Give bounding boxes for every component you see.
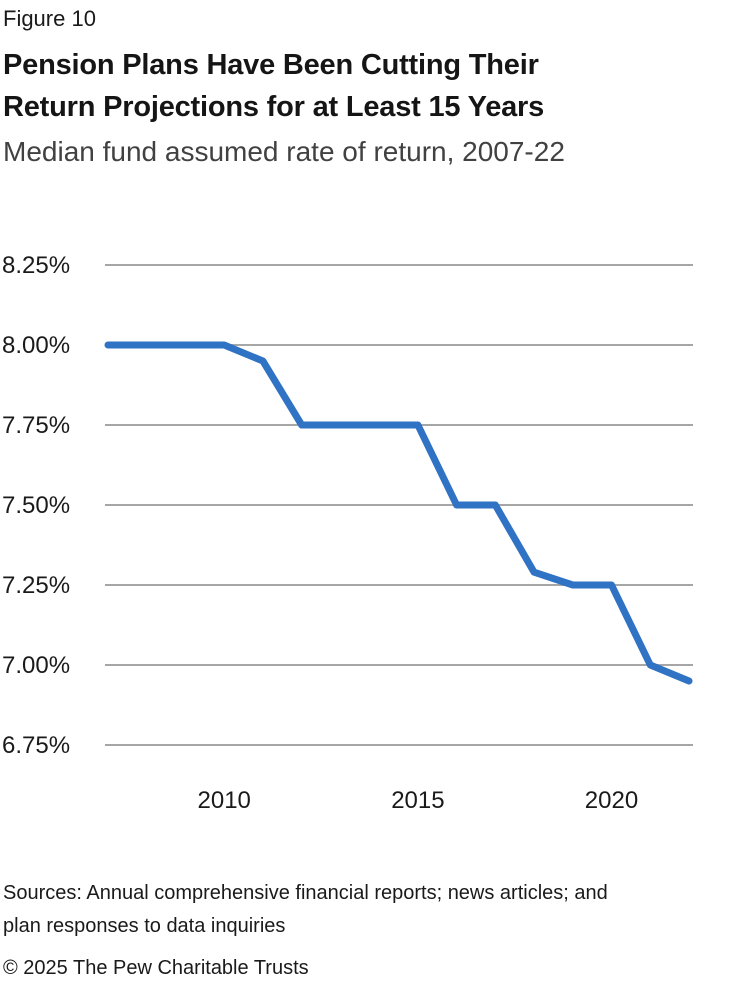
y-axis-tick-label: 7.75% <box>2 412 70 439</box>
x-axis-tick-label: 2010 <box>198 787 251 814</box>
chart-title-line-2: Return Projections for at Least 15 Years <box>3 91 545 123</box>
chart-title-line-1: Pension Plans Have Been Cutting Their <box>3 49 539 81</box>
data-line <box>104 341 693 685</box>
y-axis-tick-label: 7.25% <box>2 572 70 599</box>
chart-title: Pension Plans Have Been Cutting Their Ret… <box>3 44 703 128</box>
y-axis-tick-label: 7.50% <box>2 492 70 519</box>
sources-note: Sources: Annual comprehensive financial … <box>3 877 717 943</box>
x-axis-tick-label: 2020 <box>585 787 638 814</box>
line-chart: 8.25% 8.00% 7.75% 7.50% 7.25% 7.00% 6.75% 2010 2… <box>2 252 693 814</box>
sources-line-1: Sources: Annual comprehensive financial … <box>3 882 608 904</box>
sources-line-2: plan responses to data inquiries <box>3 915 286 937</box>
chart-subtitle: Median fund assumed rate of return, 2007… <box>3 136 565 167</box>
figure-label: Figure 10 <box>3 6 96 31</box>
y-axis-tick-label: 6.75% <box>2 732 70 759</box>
copyright-note: © 2025 The Pew Charitable Trusts <box>3 957 309 979</box>
y-axis-tick-label: 8.00% <box>2 332 70 359</box>
x-axis-tick-label: 2015 <box>391 787 444 814</box>
y-axis-tick-label: 7.00% <box>2 652 70 679</box>
y-axis-tick-label: 8.25% <box>2 252 70 279</box>
